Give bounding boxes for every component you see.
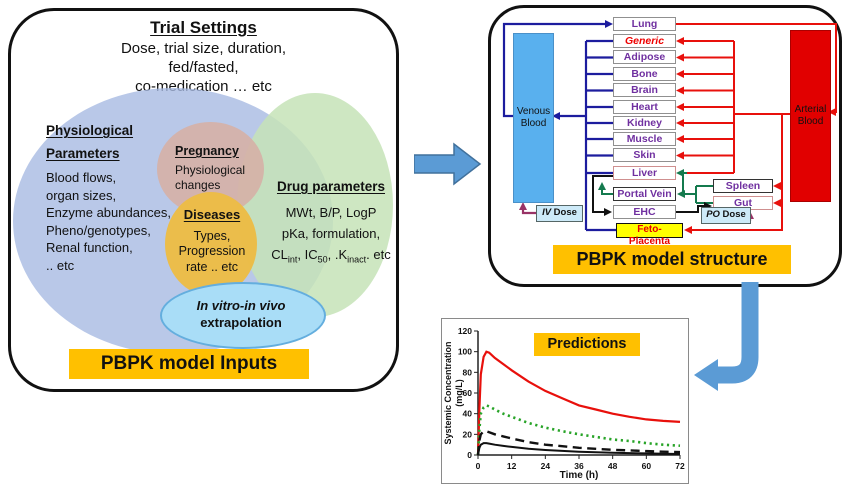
pregnancy-heading: Pregnancy (175, 144, 239, 158)
drug-parameters-heading: Drug parameters (276, 179, 386, 194)
physiological-item: .. etc (46, 257, 75, 273)
ivive-ellipse (160, 282, 326, 349)
organ-box-brain: Brain (613, 83, 676, 97)
physiological-item: organ sizes, (46, 187, 117, 203)
ivive-line: In vitro-in vivo (196, 298, 286, 313)
diseases-ellipse (165, 192, 257, 296)
drug-parameters-line: MWt, B/P, LogP (285, 205, 377, 220)
trial-settings-line: Dose, trial size, duration, (120, 40, 287, 57)
physiological-item: Enzyme abundances, (46, 205, 172, 220)
svg-text:0: 0 (476, 461, 481, 471)
svg-text:(mg/L): (mg/L) (454, 379, 464, 407)
physiological-item: Blood flows, (46, 170, 117, 185)
svg-text:12: 12 (507, 461, 517, 471)
pregnancy-text: Pregnancy Physiological changes (175, 144, 283, 193)
po-dose-box: PO Dose (701, 207, 751, 224)
bile-ehc-lines (592, 175, 712, 216)
arterial-lines (676, 23, 837, 234)
drug-parameters-line: CLint, IC50, .Kinact. etc (271, 247, 391, 265)
svg-text:0: 0 (467, 450, 472, 460)
svg-text:20: 20 (463, 429, 473, 439)
svg-text:36: 36 (574, 461, 584, 471)
svg-text:100: 100 (458, 347, 472, 357)
trial-settings-line: fed/fasted, (168, 59, 239, 76)
pbpk-model-structure-banner: PBPK model structure (553, 245, 791, 274)
svg-text:40: 40 (463, 409, 473, 419)
parameters-heading: Parameters (46, 146, 120, 161)
arterial-blood-compartment: Arterial Blood (790, 30, 831, 202)
pregnancy-body-line: changes (175, 178, 221, 192)
diseases-body-line: rate .. etc (185, 259, 239, 274)
organ-box-muscle: Muscle (613, 132, 676, 146)
diseases-text: Diseases Types, Progression rate .. etc (166, 207, 258, 275)
venous-lines (502, 20, 616, 232)
svg-text:72: 72 (675, 461, 685, 471)
organ-box-liver: Liver (613, 166, 676, 180)
venous-blood-compartment: Venous Blood (513, 33, 554, 203)
organ-box-lung: Lung (613, 17, 676, 31)
organ-box-adipose: Adipose (613, 50, 676, 64)
predictions-banner: Predictions (534, 333, 640, 356)
diseases-body-line: Types, (193, 228, 231, 243)
svg-text:60: 60 (642, 461, 652, 471)
organ-box-kidney: Kidney (613, 116, 676, 130)
diseases-body-line: Progression (178, 244, 246, 258)
physiological-parameters-text: Physiological Parameters Blood flows, or… (46, 123, 206, 274)
organ-box-bone: Bone (613, 67, 676, 81)
svg-text:Time (h): Time (h) (560, 470, 599, 481)
trial-settings-details: Dose, trial size, duration, fed/fasted, … (11, 39, 396, 96)
pbpk-model-inputs-banner: PBPK model Inputs (69, 349, 309, 379)
organ-box-ehc: EHC (613, 205, 676, 219)
predictions-chart-panel: 0 12 24 36 48 60 72 0 20 40 60 80 100 120 Systemic Con… (441, 318, 689, 484)
portal-vein-lines (598, 169, 713, 204)
organ-box-skin: Skin (613, 148, 676, 162)
organ-box-generic: Generic (613, 34, 676, 48)
svg-text:48: 48 (608, 461, 618, 471)
pbpk-inputs-panel: Trial Settings Dose, trial size, duratio… (8, 8, 399, 392)
drug-parameters-ellipse (237, 93, 393, 317)
physiological-heading: Physiological (46, 123, 134, 138)
svg-text:60: 60 (463, 388, 473, 398)
organ-box-portal-vein: Portal Vein (613, 187, 676, 201)
pregnancy-body-line: Physiological (175, 163, 246, 177)
organ-box-heart: Heart (613, 100, 676, 114)
physiological-item: Pheno/genotypes, (46, 222, 151, 238)
ivive-text: In vitro-in vivo extrapolation (162, 297, 320, 331)
drug-parameters-text: Drug parameters MWt, B/P, LogP pKa, form… (263, 179, 399, 271)
diseases-heading: Diseases (183, 207, 241, 222)
physiological-item: Renal function, (46, 240, 133, 255)
iv-dose-box: IV Dose (536, 205, 583, 222)
drug-parameters-line: pKa, formulation, (281, 226, 381, 241)
right-arrow (414, 142, 482, 186)
trial-settings-title: Trial Settings (150, 18, 257, 37)
pbpk-structure-panel: Venous Blood Arterial Blood Lung Generic A… (488, 5, 842, 287)
organ-box-feto-placenta: Feto-Placenta (616, 223, 683, 247)
svg-text:24: 24 (541, 461, 551, 471)
svg-text:80: 80 (463, 367, 473, 377)
predictions-plot: 0 12 24 36 48 60 72 0 20 40 60 80 100 120 Systemic Con… (443, 326, 685, 481)
svg-text:Systemic Concentration: Systemic Concentration (443, 341, 453, 444)
organ-box-spleen: Spleen (713, 179, 773, 193)
down-left-arrow (694, 282, 759, 391)
svg-text:120: 120 (458, 326, 472, 336)
ivive-line: extrapolation (200, 315, 282, 330)
